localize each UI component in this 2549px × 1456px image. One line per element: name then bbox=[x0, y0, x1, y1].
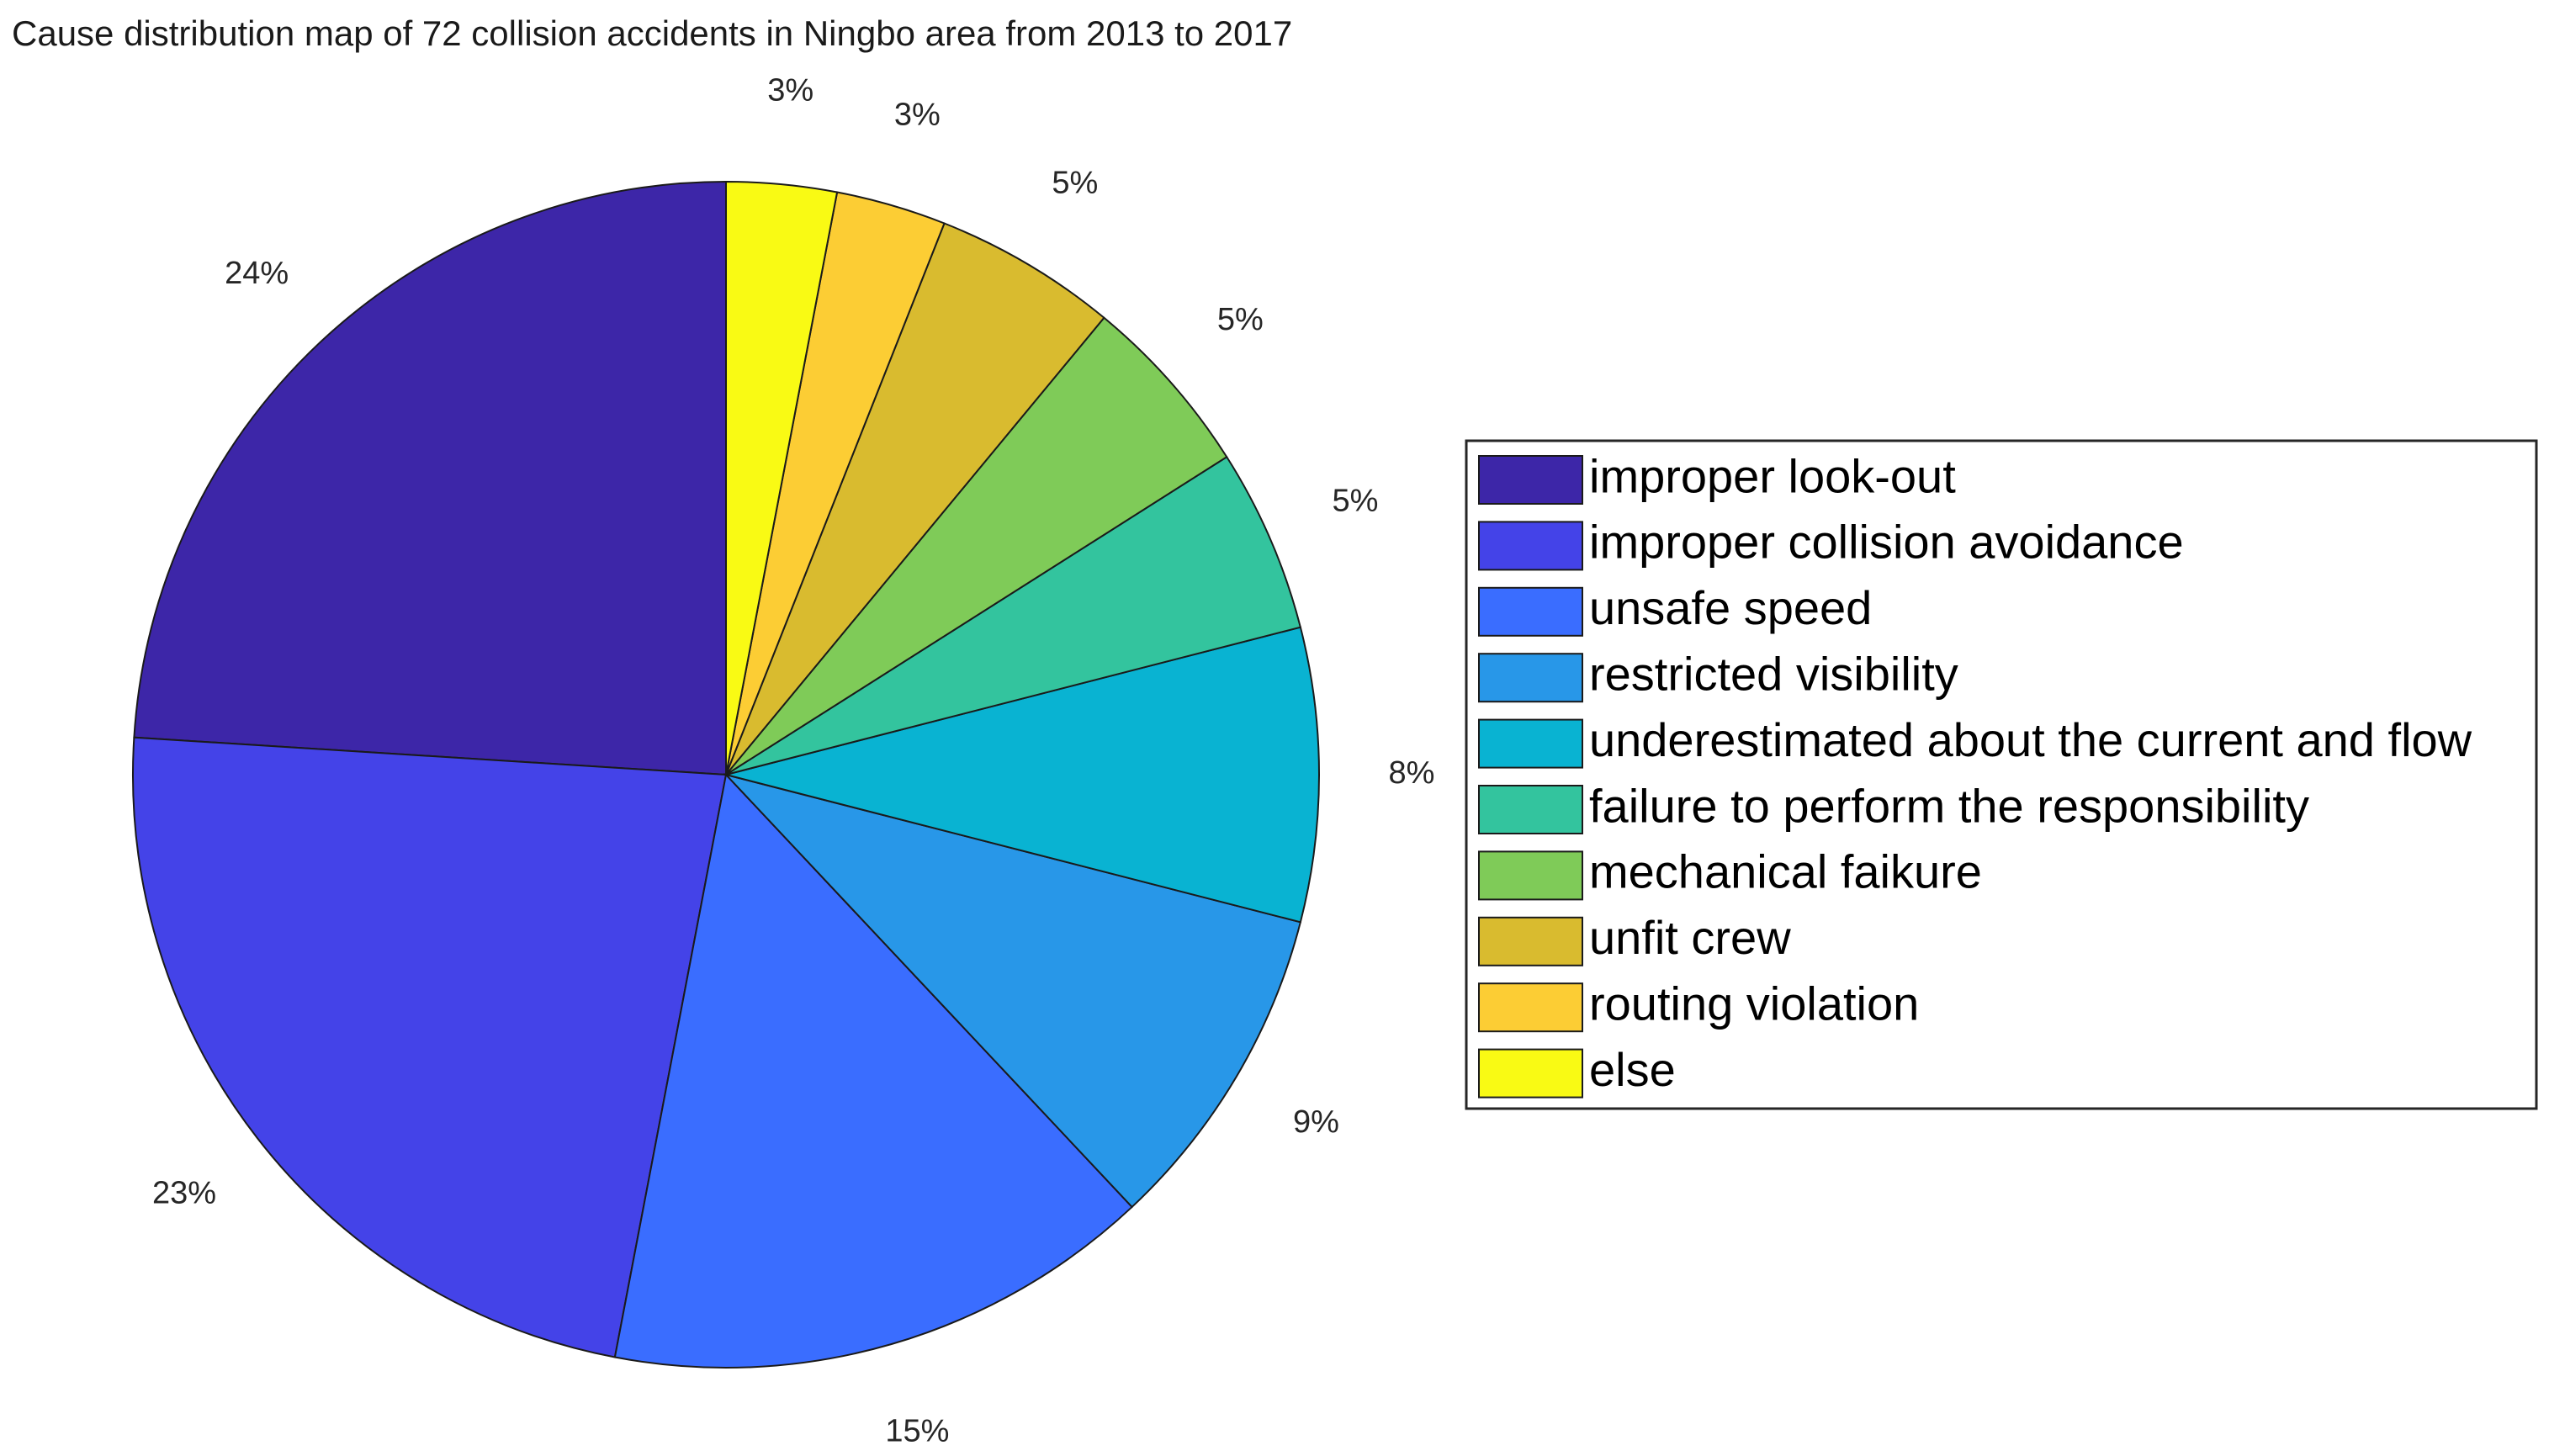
legend-label-9: routing violation bbox=[1589, 977, 1919, 1030]
pie-slice-6 bbox=[725, 455, 1302, 776]
legend-label-10: else bbox=[1589, 1043, 1676, 1096]
slice-percent-label-9: 3% bbox=[894, 97, 941, 132]
slice-percent-label-6: 5% bbox=[1333, 483, 1379, 518]
slice-percent-label-5: 8% bbox=[1389, 755, 1435, 791]
legend-label-1: improper look-out bbox=[1589, 449, 1956, 502]
slice-percent-label-8: 5% bbox=[1052, 166, 1098, 201]
legend-swatch-1 bbox=[1478, 455, 1583, 505]
pie-slice-2 bbox=[132, 736, 728, 1358]
legend-label-2: improper collision avoidance bbox=[1589, 516, 2184, 569]
legend-swatch-5 bbox=[1478, 718, 1583, 769]
pie-slice-7 bbox=[725, 316, 1228, 776]
pie-slice-10 bbox=[725, 180, 839, 776]
legend-label-4: restricted visibility bbox=[1589, 647, 1958, 700]
pie-slice-1 bbox=[133, 180, 727, 776]
legend-label-7: mechanical faikure bbox=[1589, 845, 1982, 898]
slice-percent-label-1: 24% bbox=[225, 256, 289, 291]
pie-slice-3 bbox=[613, 772, 1134, 1369]
legend-label-5: underestimated about the current and flo… bbox=[1589, 713, 2472, 766]
pie-slice-8 bbox=[725, 222, 1105, 776]
legend-swatch-9 bbox=[1478, 982, 1583, 1033]
legend-swatch-8 bbox=[1478, 916, 1583, 966]
legend-items: improper look-out improper collision avoi… bbox=[1478, 449, 2472, 1099]
legend-swatch-3 bbox=[1478, 586, 1583, 637]
legend-swatch-6 bbox=[1478, 785, 1583, 834]
chart-title: Cause distribution map of 72 collision a… bbox=[12, 13, 1292, 53]
slice-percent-label-2: 23% bbox=[152, 1176, 216, 1211]
legend-box bbox=[1465, 439, 2538, 1110]
percent-labels: 24% 23% 15% 9% 8% 5% 5% 5% 3% 3% bbox=[152, 73, 1434, 1449]
pie-slices bbox=[132, 180, 1320, 1369]
slice-percent-label-10: 3% bbox=[767, 73, 813, 109]
legend-label-3: unsafe speed bbox=[1589, 581, 1872, 634]
legend-swatch-2 bbox=[1478, 521, 1583, 571]
legend: improper look-out improper collision avoi… bbox=[1465, 439, 2538, 1110]
legend-swatch-10 bbox=[1478, 1048, 1583, 1099]
legend-swatch-7 bbox=[1478, 850, 1583, 901]
pie-slice-4 bbox=[723, 773, 1302, 1209]
legend-label-6: failure to perform the responsibility bbox=[1589, 779, 2309, 832]
pie-slice-5 bbox=[725, 626, 1320, 924]
legend-label-8: unfit crew bbox=[1589, 911, 1791, 964]
slice-percent-label-7: 5% bbox=[1217, 302, 1264, 337]
slice-percent-label-3: 15% bbox=[885, 1414, 949, 1449]
legend-swatch-4 bbox=[1478, 653, 1583, 703]
slice-percent-label-4: 9% bbox=[1293, 1104, 1339, 1140]
